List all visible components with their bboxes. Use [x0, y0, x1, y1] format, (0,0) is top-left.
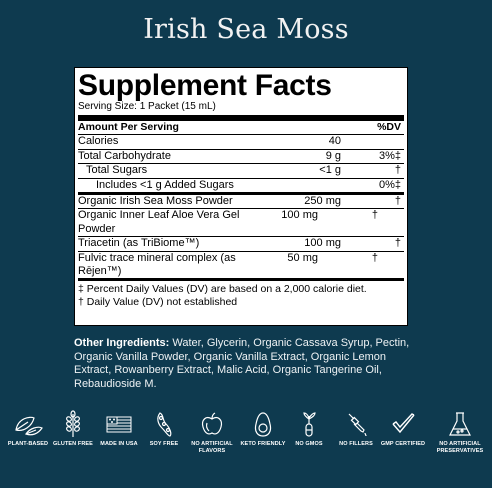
badge-row: PLANT-BASED GLUTEN FREE MADE IN USA SOY … [0, 410, 492, 480]
ingredient-dv: † [394, 195, 401, 208]
apple-icon [201, 412, 223, 435]
nutrient-name: Total Sugars [86, 164, 148, 177]
facts-row: Organic Inner Leaf Aloe Vera Gel Powder … [78, 209, 404, 238]
nutrient-name: Calories [78, 135, 119, 148]
nutrient-amount: 40 [328, 135, 341, 148]
supplement-facts-panel: Supplement Facts Serving Size: 1 Packet … [74, 67, 408, 326]
facts-header-row: Amount Per Serving %DV [78, 121, 404, 136]
badge-made-in-usa: MADE IN USA [91, 410, 147, 448]
nutrient-dv: † [394, 164, 401, 177]
badge-gmp-certified: GMP CERTIFIED [375, 410, 431, 448]
ingredient-name: Fulvic trace mineral complex (as Rējen™) [78, 251, 236, 278]
soybean-icon [157, 412, 172, 437]
badge-label: NO ARTIFICIAL PRESERVATIVES [436, 441, 484, 454]
nutrient-amount: 9 g [325, 149, 341, 162]
badge-label: PLANT-BASED [7, 441, 49, 447]
facts-row: Calories 40 [78, 135, 404, 150]
nutrient-dv: 0%‡ [378, 178, 401, 191]
ingredient-dv: † [371, 209, 378, 222]
facts-footnotes: ‡ Percent Daily Values (DV) are based on… [78, 281, 404, 309]
badge-label: NO FILLERS [339, 441, 373, 447]
wheat-icon [66, 410, 80, 437]
badge-label: NO GMOS [295, 441, 323, 447]
badge-label: NO ARTIFICIAL FLAVORS [191, 441, 233, 454]
ingredient-name: Triacetin (as TriBiome™) [78, 237, 200, 250]
sprout-tube-icon [303, 412, 316, 437]
badge-keto-friendly: KETO FRIENDLY [235, 410, 291, 448]
dv-header: %DV [377, 121, 401, 133]
ingredient-name: Organic Inner Leaf Aloe Vera Gel Powder [78, 209, 240, 235]
other-ingredients: Other Ingredients: Water, Glycerin, Orga… [74, 337, 419, 391]
flask-icon [449, 412, 471, 436]
nutrient-amount [271, 179, 341, 192]
ingredient-dv: † [371, 251, 378, 264]
badge-label: MADE IN USA [100, 441, 138, 447]
badge-no-fillers: NO FILLERS [328, 410, 384, 448]
nutrient-dv [341, 135, 404, 148]
badge-label: SOY FREE [149, 441, 179, 447]
nutrient-name: Includes <1 g Added Sugars [96, 178, 234, 191]
ingredient-dv: † [394, 237, 401, 250]
facts-row: Fulvic trace mineral complex (as Rējen™)… [78, 252, 404, 282]
facts-row: Includes <1 g Added Sugars 0%‡ [78, 178, 404, 196]
footnote-percent-dv: ‡ Percent Daily Values (DV) are based on… [78, 283, 367, 296]
ingredient-amount: 100 mg [281, 209, 318, 222]
flag-icon [106, 416, 132, 433]
leaves-icon [15, 416, 43, 436]
facts-row: Total Carbohydrate 9 g 3%‡ [78, 149, 404, 165]
facts-row: Total Sugars <1 g † [78, 164, 404, 179]
ingredient-amount: 50 mg [287, 251, 318, 264]
facts-heading: Supplement Facts [78, 69, 332, 102]
footnote-dv-not-established: † Daily Value (DV) not established [78, 296, 238, 309]
amount-per-serving-label: Amount Per Serving [78, 121, 179, 133]
ingredient-amount: 250 mg [304, 195, 341, 208]
other-ingredients-label: Other Ingredients: [74, 337, 170, 349]
checkmark-icon [392, 413, 415, 434]
badge-plant-based: PLANT-BASED [0, 410, 56, 448]
badge-label: GLUTEN FREE [53, 441, 93, 447]
ingredient-amount: 100 mg [304, 237, 341, 250]
nutrient-dv: 3%‡ [378, 149, 401, 162]
other-ingredients-text: Water, Glycerin, Organic Cassava Syrup, … [74, 337, 410, 390]
badge-no-gmos: NO GMOS [281, 410, 337, 448]
nutrient-name: Total Carbohydrate [78, 149, 171, 162]
page-title: Irish Sea Moss [143, 14, 349, 45]
facts-row: Organic Irish Sea Moss Powder 250 mg † [78, 195, 404, 210]
dropper-icon [348, 413, 367, 437]
nutrient-amount: <1 g [319, 164, 341, 177]
badge-label: KETO FRIENDLY [240, 441, 286, 447]
serving-size: Serving Size: 1 Packet (15 mL) [78, 101, 404, 121]
badge-label: GMP CERTIFIED [380, 441, 426, 447]
badge-no-artificial-preservatives: NO ARTIFICIAL PRESERVATIVES [432, 410, 488, 454]
facts-row: Triacetin (as TriBiome™) 100 mg † [78, 237, 404, 252]
ingredient-name: Organic Irish Sea Moss Powder [78, 195, 233, 208]
avocado-icon [254, 412, 272, 437]
badge-soy-free: SOY FREE [136, 410, 192, 448]
badge-no-artificial-flavors: NO ARTIFICIAL FLAVORS [184, 410, 240, 454]
badge-gluten-free: GLUTEN FREE [45, 410, 101, 448]
